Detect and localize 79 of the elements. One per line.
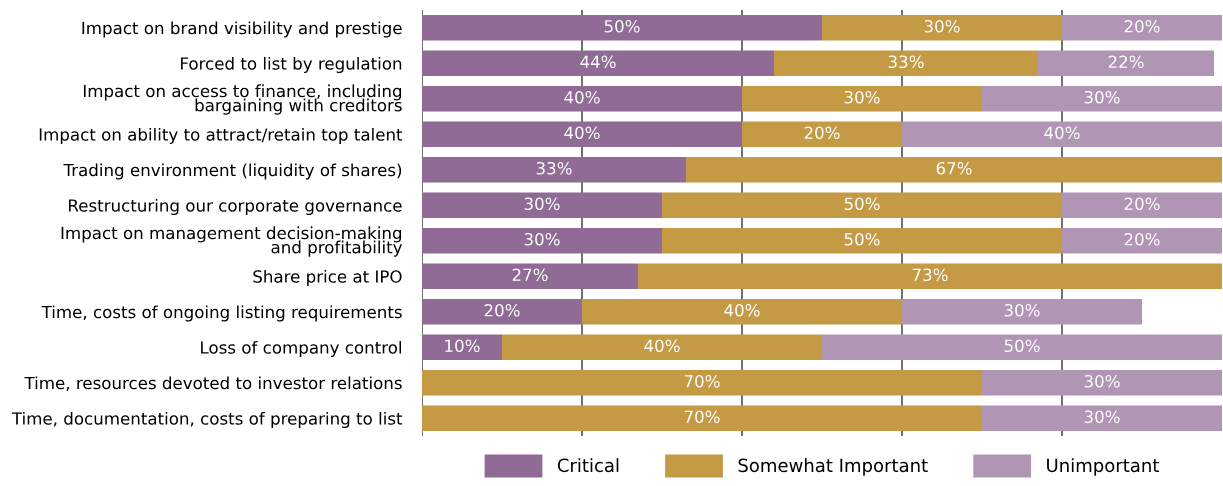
data-label: 40%: [644, 339, 680, 353]
bar: [422, 156, 686, 183]
y-tick-label: Time, resources devoted to investor relations: [24, 376, 402, 392]
bar: [1038, 50, 1214, 77]
data-label: 22%: [1108, 55, 1144, 69]
data-label: 30%: [924, 19, 960, 33]
legend-label: Critical: [557, 458, 619, 473]
bar: [422, 85, 742, 112]
data-label: 73%: [912, 268, 948, 282]
data-label: 20%: [1124, 197, 1160, 211]
data-label: 33%: [536, 161, 572, 175]
data-label: 40%: [1044, 126, 1080, 140]
data-label: 40%: [564, 126, 600, 140]
bar: [422, 192, 662, 219]
bar: [582, 298, 902, 325]
data-label: 50%: [1004, 339, 1040, 353]
bar: [686, 156, 1222, 183]
bar: [774, 50, 1038, 77]
y-tick-label: Forced to list by regulation: [181, 56, 402, 74]
bar: [662, 227, 1062, 254]
data-label: 30%: [524, 197, 560, 211]
bar: [422, 334, 502, 361]
bar: [822, 334, 1222, 361]
data-label: 50%: [604, 19, 640, 33]
y-tick-label: Impact on ability to attract/retain top talent: [39, 127, 403, 145]
bar: [902, 121, 1222, 148]
bar: [742, 121, 902, 148]
bar: [902, 298, 1142, 325]
data-label: 30%: [1084, 90, 1120, 104]
bar: [422, 405, 982, 432]
data-label: 44%: [580, 55, 616, 69]
bar: [422, 263, 638, 290]
y-tick-label: Impact on management decision-making and profitability: [61, 226, 403, 257]
bar: [422, 227, 662, 254]
data-label: 20%: [484, 303, 520, 317]
bar: [982, 369, 1222, 396]
data-label: 20%: [1124, 19, 1160, 33]
data-label: 67%: [936, 161, 972, 175]
y-tick-label: Restructuring our corporate governance: [69, 198, 402, 216]
bar: [422, 14, 822, 41]
data-label: 30%: [1084, 374, 1120, 388]
data-label: 10%: [445, 339, 480, 353]
data-label: 70%: [684, 410, 720, 424]
data-label: 33%: [888, 55, 924, 69]
data-label: 20%: [1124, 232, 1160, 246]
bar: [1062, 227, 1222, 254]
bar: [982, 85, 1222, 112]
bar: [662, 192, 1062, 219]
data-label: 50%: [844, 197, 880, 211]
data-label: 27%: [512, 268, 548, 282]
data-label: 30%: [524, 232, 560, 246]
data-label: 40%: [564, 90, 600, 104]
data-label: 40%: [724, 303, 760, 317]
y-tick-label: Time, costs of ongoing listing requirements: [41, 305, 402, 322]
y-tick-label: Share price at IPO: [253, 269, 402, 287]
bar: [422, 298, 582, 325]
bar: [742, 85, 982, 112]
data-label: 20%: [804, 126, 840, 140]
bar: [822, 14, 1062, 41]
bar: [982, 405, 1222, 432]
data-label: 70%: [684, 374, 720, 388]
bar: [638, 263, 1222, 290]
y-tick-label: Impact on brand visibility and prestige: [82, 21, 402, 38]
data-label: 30%: [1084, 410, 1120, 424]
bar: [422, 369, 982, 396]
bar: [1062, 192, 1222, 219]
legend-label: Somewhat Important: [738, 458, 928, 476]
bar: [502, 334, 822, 361]
data-label: 30%: [844, 90, 880, 104]
y-tick-label: Impact on access to finance, including bargaining with creditors: [83, 84, 402, 115]
legend-label: Unimportant: [1047, 458, 1159, 476]
bar: [422, 50, 774, 77]
bar: [1062, 14, 1222, 41]
data-label: 50%: [844, 232, 880, 246]
y-tick-label: Loss of company control: [201, 340, 401, 358]
y-tick-label: Time, documentation, costs of preparing to list: [11, 411, 403, 429]
y-tick-label: Trading environment (liquidity of shares): [63, 163, 402, 180]
bar: [422, 121, 742, 148]
data-label: 30%: [1004, 303, 1040, 317]
